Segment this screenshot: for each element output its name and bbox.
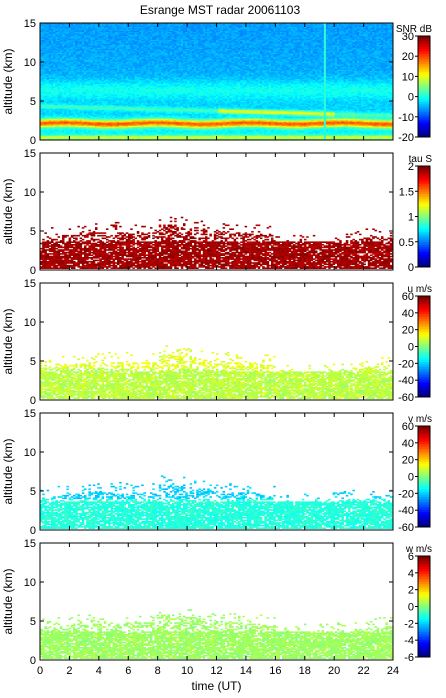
y-tick-label: 5 [30, 616, 36, 628]
colorbar-tick-label: 1 [408, 212, 414, 224]
colorbar-tick-label: 40 [402, 308, 414, 320]
colorbar-tick-label: -6 [404, 652, 414, 664]
y-tick-label: 10 [24, 447, 36, 459]
colorbar-tick-label: 4 [408, 568, 414, 580]
x-tick-label: 8 [155, 665, 161, 677]
x-axis-label: time (UT) [192, 679, 242, 693]
x-tick-label: 16 [269, 665, 281, 677]
x-tick-label: 6 [125, 665, 131, 677]
colorbar-tick-label: -60 [398, 392, 414, 404]
y-axis-label: altitude (km) [1, 308, 15, 374]
x-tick-label: 14 [240, 665, 252, 677]
y-tick-label: 15 [24, 148, 36, 160]
y-tick-label: 0 [30, 525, 36, 537]
colorbar-tick-label: 0 [408, 92, 414, 104]
colorbar-tick-label: 40 [402, 438, 414, 450]
y-tick-label: 0 [30, 135, 36, 147]
colorbar-tick-label: 20 [402, 455, 414, 467]
colorbar-tick-label: 2 [408, 161, 414, 173]
colorbar-tick-label: -20 [398, 488, 414, 500]
y-tick-label: 0 [30, 265, 36, 277]
colorbar-tick-label: 60 [402, 421, 414, 433]
colorbar-tick-label: -40 [398, 375, 414, 387]
y-tick-label: 5 [30, 356, 36, 368]
y-tick-label: 10 [24, 317, 36, 329]
x-tick-label: 2 [66, 665, 72, 677]
colorbar-tick-label: -40 [398, 505, 414, 517]
y-axis-label: altitude (km) [1, 568, 15, 634]
y-tick-label: 0 [30, 655, 36, 667]
colorbar-tick-label: 1.5 [399, 186, 414, 198]
colorbar-tick-label: -20 [398, 132, 414, 144]
colorbar-tick-label: 30 [402, 31, 414, 43]
colorbar-tick-label: 0.5 [399, 237, 414, 249]
colorbar-tick-label: 2 [408, 585, 414, 597]
colorbar-tick-label: 20 [402, 51, 414, 63]
figure-title: Esrange MST radar 20061103 [140, 3, 301, 17]
x-tick-label: 12 [210, 665, 222, 677]
x-tick-label: 10 [181, 665, 193, 677]
colorbar-tick-label: -20 [398, 358, 414, 370]
y-tick-label: 5 [30, 96, 36, 108]
x-tick-label: 18 [299, 665, 311, 677]
colorbar-tick-label: 10 [402, 71, 414, 83]
x-tick-label: 24 [387, 665, 399, 677]
colorbar-tick-label: 20 [402, 325, 414, 337]
y-tick-label: 10 [24, 577, 36, 589]
colorbar-tick-label: 6 [408, 551, 414, 563]
colorbar-tick-label: 60 [402, 291, 414, 303]
colorbar: tau S00.511.52 [399, 154, 433, 274]
y-tick-label: 15 [24, 538, 36, 550]
x-tick-label: 20 [328, 665, 340, 677]
y-tick-label: 0 [30, 395, 36, 407]
colorbar-tick-label: 0 [408, 602, 414, 614]
y-tick-label: 15 [24, 278, 36, 290]
y-tick-label: 15 [24, 408, 36, 420]
y-axis-label: altitude (km) [1, 178, 15, 244]
y-tick-label: 10 [24, 187, 36, 199]
echo-field [40, 23, 395, 142]
colorbar-tick-label: -10 [398, 112, 414, 124]
x-tick-label: 4 [96, 665, 102, 677]
y-tick-label: 5 [30, 226, 36, 238]
x-tick-label: 0 [37, 665, 43, 677]
echo-streak [324, 23, 326, 140]
colorbar-tick-label: -2 [404, 618, 414, 630]
colorbar-tick-label: 0 [408, 472, 414, 484]
colorbar-tick-label: 0 [408, 342, 414, 354]
colorbar-tick-label: -4 [404, 635, 414, 647]
y-tick-label: 10 [24, 57, 36, 69]
x-tick-label: 22 [357, 665, 369, 677]
y-axis-label: altitude (km) [1, 48, 15, 114]
y-tick-label: 15 [24, 18, 36, 30]
colorbar-tick-label: 0 [408, 262, 414, 274]
colorbar-tick-label: -60 [398, 522, 414, 534]
y-axis-label: altitude (km) [1, 438, 15, 504]
y-tick-label: 5 [30, 486, 36, 498]
